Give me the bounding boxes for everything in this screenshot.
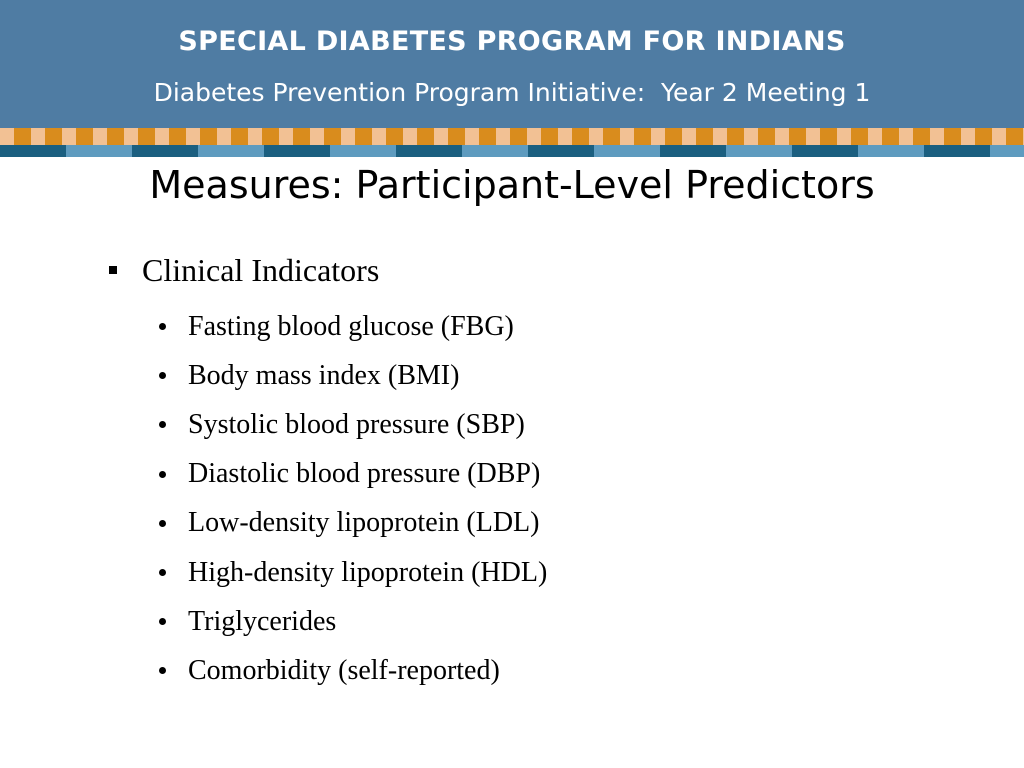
list-item-text: Body mass index (BMI) xyxy=(188,359,460,391)
bullet-icon xyxy=(159,470,166,478)
list-item: Comorbidity (self-reported) xyxy=(105,646,985,695)
list-item-text: Triglycerides xyxy=(188,605,337,637)
slide-title: Measures: Participant-Level Predictors xyxy=(149,163,875,207)
list-item-text: Comorbidity (self-reported) xyxy=(188,654,500,686)
list-item: Fasting blood glucose (FBG) xyxy=(105,302,985,351)
list-item-text: High-density lipoprotein (HDL) xyxy=(188,556,548,588)
header-banner: SPECIAL DIABETES PROGRAM FOR INDIANS Dia… xyxy=(0,0,1024,128)
section-heading: Clinical Indicators xyxy=(142,251,380,288)
program-subtitle: Diabetes Prevention Program Initiative: … xyxy=(153,78,871,107)
list-item: Low-density lipoprotein (LDL) xyxy=(105,499,985,548)
list-item-text: Diastolic blood pressure (DBP) xyxy=(188,458,541,490)
square-bullet-icon xyxy=(109,266,117,274)
bullet-icon xyxy=(159,519,166,527)
decorative-border-blue xyxy=(0,145,1024,157)
list-item: Diastolic blood pressure (DBP) xyxy=(105,450,985,499)
indicator-list: Fasting blood glucose (FBG) Body mass in… xyxy=(105,302,985,696)
list-item-text: Fasting blood glucose (FBG) xyxy=(188,310,514,342)
bullet-icon xyxy=(159,421,166,429)
list-item: High-density lipoprotein (HDL) xyxy=(105,548,985,597)
bullet-icon xyxy=(159,323,166,331)
bullet-icon xyxy=(159,667,166,675)
list-item-text: Systolic blood pressure (SBP) xyxy=(188,408,525,440)
list-item: Body mass index (BMI) xyxy=(105,351,985,400)
bullet-list: Clinical Indicators Fasting blood glucos… xyxy=(105,248,985,696)
bullet-icon xyxy=(159,569,166,577)
bullet-icon xyxy=(159,618,166,626)
list-item: Triglycerides xyxy=(105,597,985,646)
bullet-icon xyxy=(159,372,166,380)
list-item-text: Low-density lipoprotein (LDL) xyxy=(188,507,540,539)
section-heading-item: Clinical Indicators xyxy=(105,248,985,292)
list-item: Systolic blood pressure (SBP) xyxy=(105,400,985,449)
decorative-border-orange xyxy=(0,128,1024,145)
program-title: SPECIAL DIABETES PROGRAM FOR INDIANS xyxy=(178,26,846,57)
